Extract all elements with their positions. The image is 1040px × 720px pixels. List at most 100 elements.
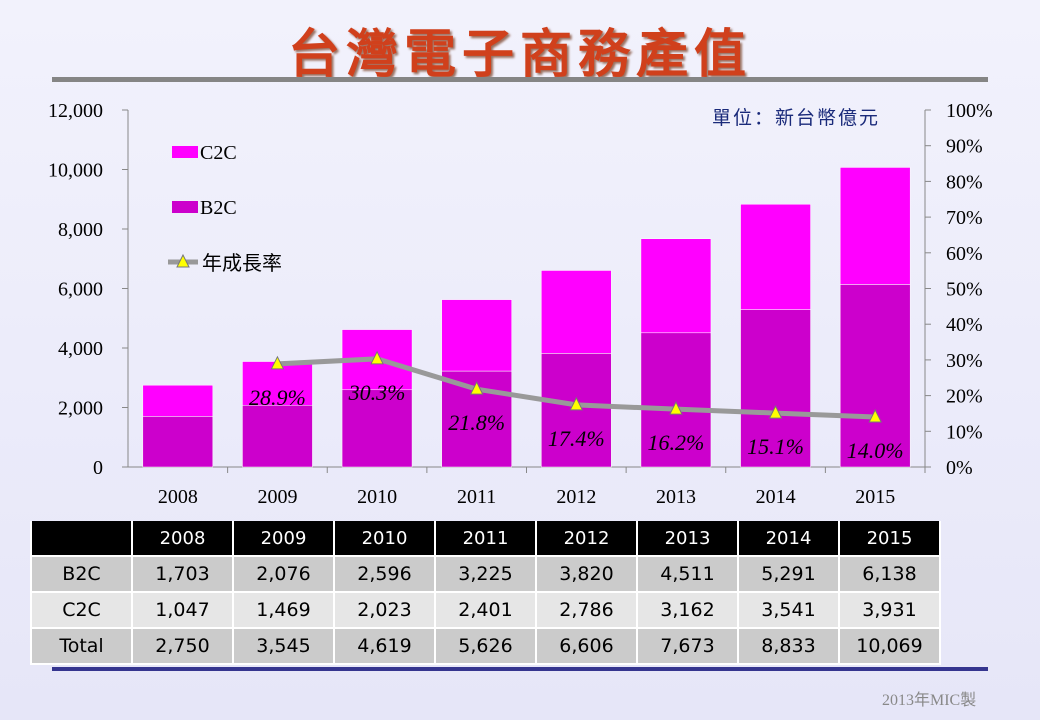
bar-b2c [640, 332, 712, 468]
bar-c2c [142, 384, 214, 417]
table-cell: 2,401 [434, 591, 537, 629]
x-tick-label: 2012 [556, 486, 596, 508]
bar-b2c [541, 353, 612, 468]
y2-tick-label: 90% [946, 136, 983, 158]
table-cell: 1,703 [131, 555, 234, 593]
legend-swatch-c2c [172, 146, 198, 158]
data-table: 2008 2009 2010 2011 2012 2013 2014 2015 B2C 1,70… [30, 521, 941, 665]
table-cell: 6,138 [838, 555, 941, 593]
x-tick-label: 2014 [756, 486, 796, 508]
table-cell: 3,225 [434, 555, 537, 593]
table-header-cell: 2014 [737, 521, 840, 557]
bar-b2c [839, 284, 911, 468]
growth-marker [569, 396, 584, 411]
bottom-divider [52, 667, 988, 671]
growth-label: 14.0% [847, 438, 904, 463]
bar-c2c [740, 203, 811, 310]
table-header-cell: 2008 [131, 521, 234, 557]
growth-label: 15.1% [747, 434, 804, 459]
x-tick-label: 2011 [457, 486, 496, 508]
growth-marker [370, 350, 384, 365]
title-divider [52, 77, 988, 82]
row-label: B2C [30, 555, 133, 593]
table-cell: 4,619 [333, 627, 436, 665]
x-tick-label: 2013 [656, 486, 696, 508]
y2-tick-label: 80% [946, 171, 983, 193]
table-cell: 3,545 [232, 627, 335, 665]
page-title: 台灣電子商務產值 [287, 24, 752, 85]
y-tick-label: 4,000 [58, 338, 103, 360]
legend-label-b2c: B2C [200, 197, 237, 219]
table-cell: 10,069 [838, 627, 941, 665]
growth-marker [868, 408, 882, 423]
bar-b2c [740, 309, 811, 468]
table-cell: 3,162 [636, 591, 739, 629]
x-tick-label: 2010 [357, 486, 397, 508]
bar-b2c [142, 416, 214, 468]
table-cell: 8,833 [737, 627, 840, 665]
table-cell: 2,750 [131, 627, 234, 665]
table-row: Total 2,750 3,545 4,619 5,626 6,606 7,673 8,833… [30, 627, 941, 665]
table-cell: 2,786 [535, 591, 638, 629]
table-cell: 7,673 [636, 627, 739, 665]
table-cell: 6,606 [535, 627, 638, 665]
y2-tick-label: 10% [946, 421, 983, 443]
y2-tick-label: 30% [946, 350, 983, 372]
table-cell: 1,469 [232, 591, 335, 629]
table-header-cell [30, 521, 133, 557]
y-tick-label: 8,000 [58, 219, 103, 241]
y2-tick-label: 70% [946, 207, 983, 229]
y-tick-label: 2,000 [58, 398, 103, 420]
legend-marker-growth [176, 253, 190, 268]
table-header-cell: 2009 [232, 521, 335, 557]
growth-marker [270, 355, 285, 370]
legend-label-c2c: C2C [200, 142, 237, 164]
table-cell: 2,596 [333, 555, 436, 593]
growth-label: 17.4% [548, 426, 605, 451]
table-header-cell: 2010 [333, 521, 436, 557]
bar-c2c [640, 238, 712, 334]
x-tick-label: 2015 [855, 486, 895, 508]
table-header-cell: 2011 [434, 521, 537, 557]
y2-tick-label: 100% [946, 100, 993, 122]
legend-label-growth: 年成長率 [202, 252, 282, 275]
table-cell: 3,931 [838, 591, 941, 629]
table-cell: 2,023 [333, 591, 436, 629]
bar-c2c [441, 299, 512, 372]
y2-tick-label: 50% [946, 279, 983, 301]
bar-b2c [242, 404, 313, 468]
table-row: C2C 1,047 1,469 2,023 2,401 2,786 3,162 3,541 3,… [30, 591, 941, 629]
table-cell: 5,291 [737, 555, 840, 593]
unit-label: 單位：新台幣億元 [712, 107, 881, 129]
growth-label: 21.8% [448, 410, 505, 435]
x-tick-label: 2009 [257, 486, 297, 508]
x-tick-label: 2008 [158, 486, 198, 508]
growth-marker [469, 381, 484, 395]
y2-tick-label: 60% [946, 243, 983, 265]
y-tick-label: 0 [93, 457, 103, 479]
chart: 0 2,000 4,000 6,000 8,000 10,000 12,000 0% 10% 20… [48, 100, 993, 508]
row-label: C2C [30, 591, 133, 629]
table-cell: 3,820 [535, 555, 638, 593]
table-cell: 1,047 [131, 591, 234, 629]
credit: 2013年MIC製 [882, 692, 977, 709]
y-tick-label: 6,000 [58, 279, 103, 301]
growth-label: 28.9% [249, 385, 306, 410]
growth-label: 16.2% [648, 430, 705, 455]
table-cell: 5,626 [434, 627, 537, 665]
table-cell: 4,511 [636, 555, 739, 593]
legend-swatch-b2c [172, 201, 198, 213]
bar-c2c [839, 167, 911, 285]
y2-tick-label: 20% [946, 386, 983, 408]
table-row: B2C 1,703 2,076 2,596 3,225 3,820 4,511 5,291 6,… [30, 555, 941, 593]
table-cell: 3,541 [737, 591, 840, 629]
growth-marker [768, 404, 783, 419]
y-tick-label: 10,000 [48, 160, 103, 182]
table-header-cell: 2012 [535, 521, 638, 557]
y2-tick-label: 0% [946, 457, 973, 479]
table-header-cell: 2015 [838, 521, 941, 557]
y2-tick-label: 40% [946, 314, 983, 336]
y-tick-label: 12,000 [48, 100, 103, 122]
table-cell: 2,076 [232, 555, 335, 593]
table-header-cell: 2013 [636, 521, 739, 557]
